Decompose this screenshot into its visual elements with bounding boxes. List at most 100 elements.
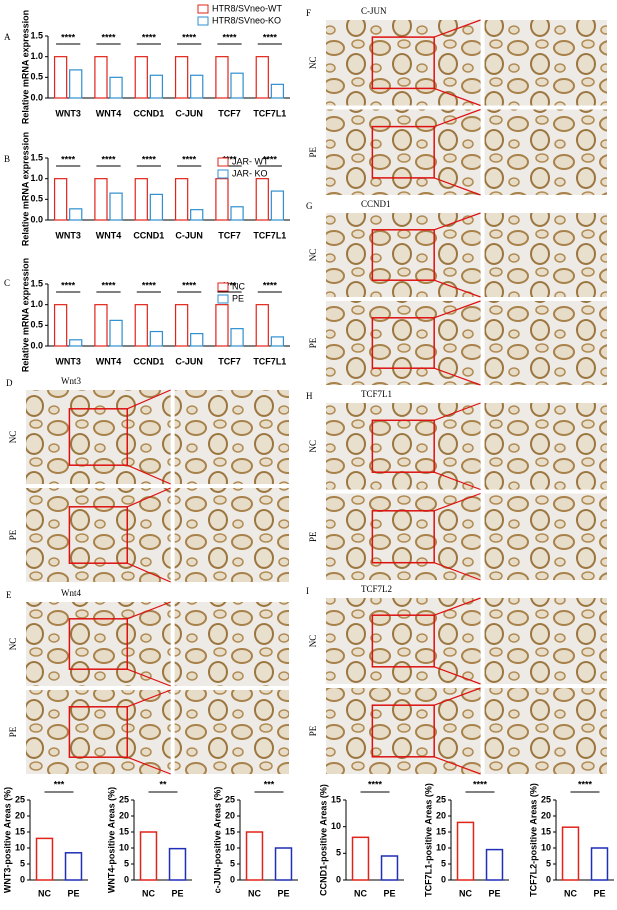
zoom-line: [127, 487, 171, 508]
bar: [190, 333, 204, 347]
y-axis-title: CCND1-positive Areas (%): [318, 784, 328, 896]
micrograph-zoom: [484, 688, 607, 774]
micrograph: [26, 390, 171, 484]
bar: [134, 304, 148, 347]
x-tick-label: WNT3: [55, 108, 81, 118]
significance: ****: [263, 154, 278, 164]
zoom-line: [433, 367, 481, 386]
y-axis-title: TCF7L1-positive Areas (%): [423, 783, 433, 897]
y-axis-title: TCF7L2-positive Areas (%): [528, 783, 538, 897]
y-tick-label: 20: [119, 810, 129, 820]
y-tick-label: 1.0: [30, 51, 43, 61]
x-tick-label: WNT3: [55, 356, 81, 366]
x-tick-label: CCND1: [133, 108, 164, 118]
bar: [69, 339, 83, 347]
legend-label: PE: [232, 293, 244, 303]
x-tick-label: NC: [354, 888, 367, 898]
micrograph-zoom: [484, 109, 607, 195]
zoom-box: [371, 510, 435, 564]
bar: [351, 836, 370, 881]
zoom-line: [433, 177, 481, 196]
legend-label: JAR- KO: [232, 168, 268, 178]
zoom-line: [433, 300, 481, 319]
y-tick-label: 0.0: [30, 92, 43, 102]
significance: ***: [264, 779, 275, 789]
bar: [94, 56, 108, 99]
zoom-box: [371, 704, 435, 758]
x-tick-label: NC: [142, 888, 155, 898]
significance: ****: [61, 280, 76, 290]
x-tick-label: WNT4: [96, 108, 122, 118]
x-tick-label: TCF7: [218, 108, 241, 118]
zoom-box: [371, 317, 435, 369]
bar: [94, 304, 108, 347]
x-tick-label: NC: [564, 888, 577, 898]
micrograph: [26, 602, 171, 686]
bar: [174, 178, 189, 221]
row-label: PE: [8, 529, 18, 540]
x-tick-label: PE: [488, 888, 500, 898]
x-tick-label: NC: [459, 888, 472, 898]
y-tick-label: 5: [441, 858, 446, 868]
micrograph: [326, 598, 481, 684]
zoom-box: [68, 408, 129, 466]
y-tick-label: 0.5: [30, 320, 43, 330]
y-tick-label: 15: [15, 826, 25, 836]
row-label: PE: [308, 147, 318, 158]
panel-title: Wnt4: [61, 588, 81, 598]
significance: ****: [61, 32, 76, 42]
y-tick-label: 1.0: [30, 173, 43, 183]
significance: ****: [142, 280, 157, 290]
y-axis-title: WNT4-positive Areas (%): [106, 787, 116, 893]
micrograph-zoom: [484, 598, 607, 684]
bar: [215, 178, 229, 221]
legend-swatch: [217, 282, 229, 292]
significance: ****: [101, 32, 116, 42]
bar: [53, 56, 68, 99]
x-tick-label: TCF7: [218, 230, 241, 240]
row-label: PE: [308, 337, 318, 348]
panel-letter: D: [6, 378, 13, 388]
panel-letter: C: [4, 278, 10, 288]
row-label: NC: [308, 56, 318, 69]
bar: [149, 193, 164, 221]
y-tick-label: 0.5: [30, 194, 43, 204]
panel-title: CCND1: [361, 199, 391, 209]
legend-label: HTR8/SVneo-KO: [212, 15, 281, 25]
panel-letter: G: [306, 201, 313, 211]
legend-label: NC: [232, 281, 245, 291]
y-tick-label: 15: [119, 826, 129, 836]
micrograph: [326, 213, 481, 297]
y-tick-label: 25: [225, 794, 235, 804]
bar: [53, 304, 68, 347]
x-tick-label: TCF7L1: [253, 356, 286, 366]
y-tick-label: 20: [541, 810, 551, 820]
x-tick-label: TCF7L1: [253, 230, 286, 240]
x-tick-label: C-JUN: [175, 108, 203, 118]
y-tick-label: 1.0: [30, 299, 43, 309]
significance: ****: [101, 154, 116, 164]
zoom-line: [433, 756, 481, 775]
significance: ****: [142, 32, 157, 42]
x-tick-label: CCND1: [133, 356, 164, 366]
zoom-line: [433, 471, 481, 491]
legend-label: JAR- WT: [232, 156, 269, 166]
legend-swatch: [217, 294, 229, 304]
zoom-line: [127, 464, 171, 485]
panel-letter: B: [4, 154, 10, 164]
x-tick-label: CCND1: [133, 230, 164, 240]
zoom-box: [371, 229, 435, 281]
y-tick-label: 20: [225, 810, 235, 820]
panel-title: Wnt3: [61, 376, 81, 386]
legend-swatch: [217, 157, 229, 167]
zoom-line: [127, 668, 171, 687]
bar: [149, 330, 164, 347]
zoom-line: [433, 87, 481, 107]
zoom-line: [433, 687, 481, 706]
zoom-line: [127, 601, 171, 620]
y-tick-label: 0: [336, 874, 341, 884]
zoom-box: [68, 706, 129, 758]
row-label: NC: [308, 249, 318, 262]
micrograph-zoom: [174, 488, 289, 582]
significance: ****: [182, 280, 197, 290]
